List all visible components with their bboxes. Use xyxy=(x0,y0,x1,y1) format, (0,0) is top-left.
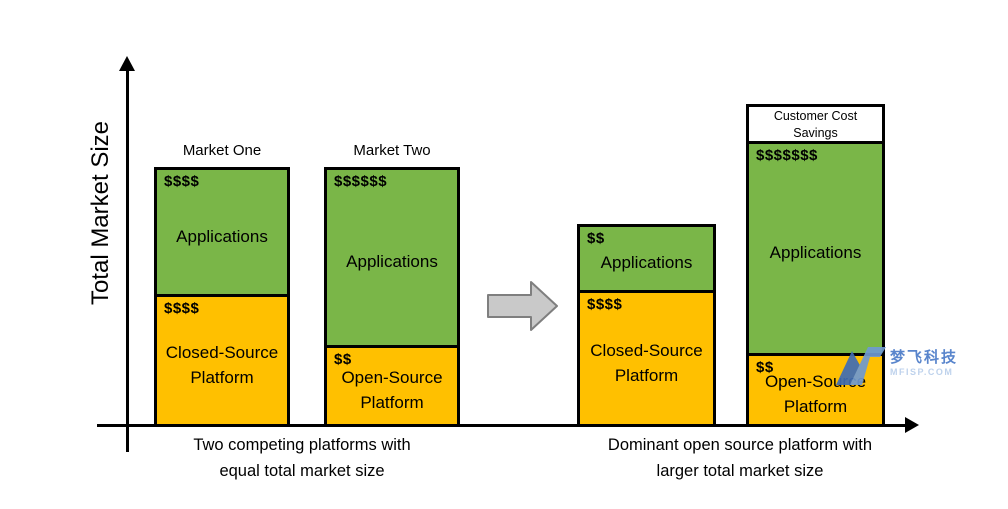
bar-title-market-two: Market Two xyxy=(353,142,431,159)
y-axis xyxy=(126,64,129,452)
segment-applications: $$$$$$ Applications xyxy=(327,170,457,348)
segment-customer-cost-savings: Customer Cost Savings xyxy=(749,107,882,144)
bar-market-one: $$$$ Applications $$$$ Closed-Source Pla… xyxy=(154,167,290,427)
segment-amount: $$$$ xyxy=(164,300,200,317)
segment-label: Open-Source Platform xyxy=(341,368,443,412)
segment-amount: $$$$$$ xyxy=(334,173,388,190)
segment-open-source-platform: $$ Open-Source Platform xyxy=(327,348,457,424)
watermark: 梦飞科技 MFISP.COM xyxy=(834,345,994,393)
bar-open-source-after: Customer Cost Savings $$$$$$$ Applicatio… xyxy=(746,104,885,427)
segment-amount: $$$$ xyxy=(587,296,623,313)
segment-amount: $$ xyxy=(587,230,605,247)
caption-left: Two competing platforms with equal total… xyxy=(117,433,487,484)
segment-closed-source-platform: $$$$ Closed-Source Platform xyxy=(157,297,287,424)
bar-title-market-one: Market One xyxy=(182,142,262,159)
bar-market-two: $$$$$$ Applications $$ Open-Source Platf… xyxy=(324,167,460,427)
caption-left-line2: equal total market size xyxy=(219,461,385,480)
segment-label: Applications xyxy=(176,226,268,246)
watermark-logo-icon xyxy=(836,347,886,385)
watermark-name: 梦飞科技 xyxy=(890,349,959,366)
bar-closed-source-after: $$ Applications $$$$ Closed-Source Platf… xyxy=(577,224,716,427)
segment-applications: $$$$$$$ Applications xyxy=(749,144,882,356)
segment-amount: $$ xyxy=(334,351,352,368)
transition-arrow-icon xyxy=(487,281,558,331)
y-axis-label: Total Market Size xyxy=(87,120,114,306)
y-axis-arrowhead-icon xyxy=(119,56,135,71)
segment-amount: $$ xyxy=(756,359,774,376)
x-axis-arrowhead-icon xyxy=(905,417,919,433)
segment-open-source-platform: $$ Open-Source Platform xyxy=(749,356,882,424)
watermark-domain: MFISP.COM xyxy=(890,367,954,377)
segment-amount: $$$$$$$ xyxy=(756,147,818,164)
caption-left-line1: Two competing platforms with xyxy=(193,436,411,454)
segment-label: Applications xyxy=(600,253,693,273)
caption-right-line2: larger total market size xyxy=(656,461,824,480)
segment-applications: $$ Applications xyxy=(580,227,713,293)
segment-applications: $$$$ Applications xyxy=(157,170,287,297)
segment-label: Closed-Source Platform xyxy=(590,340,703,385)
segment-closed-source-platform: $$$$ Closed-Source Platform xyxy=(580,293,713,424)
watermark-text: 梦飞科技 MFISP.COM xyxy=(890,349,958,379)
caption-right-line1: Dominant open source platform with xyxy=(607,436,873,454)
segment-amount: $$$$ xyxy=(164,173,200,190)
caption-right: Dominant open source platform with large… xyxy=(545,433,935,484)
segment-label: Applications xyxy=(769,243,862,263)
segment-label: Applications xyxy=(346,252,438,272)
segment-label: Closed-Source Platform xyxy=(165,342,279,387)
x-axis xyxy=(97,424,907,427)
segment-label: Customer Cost Savings xyxy=(773,109,858,140)
